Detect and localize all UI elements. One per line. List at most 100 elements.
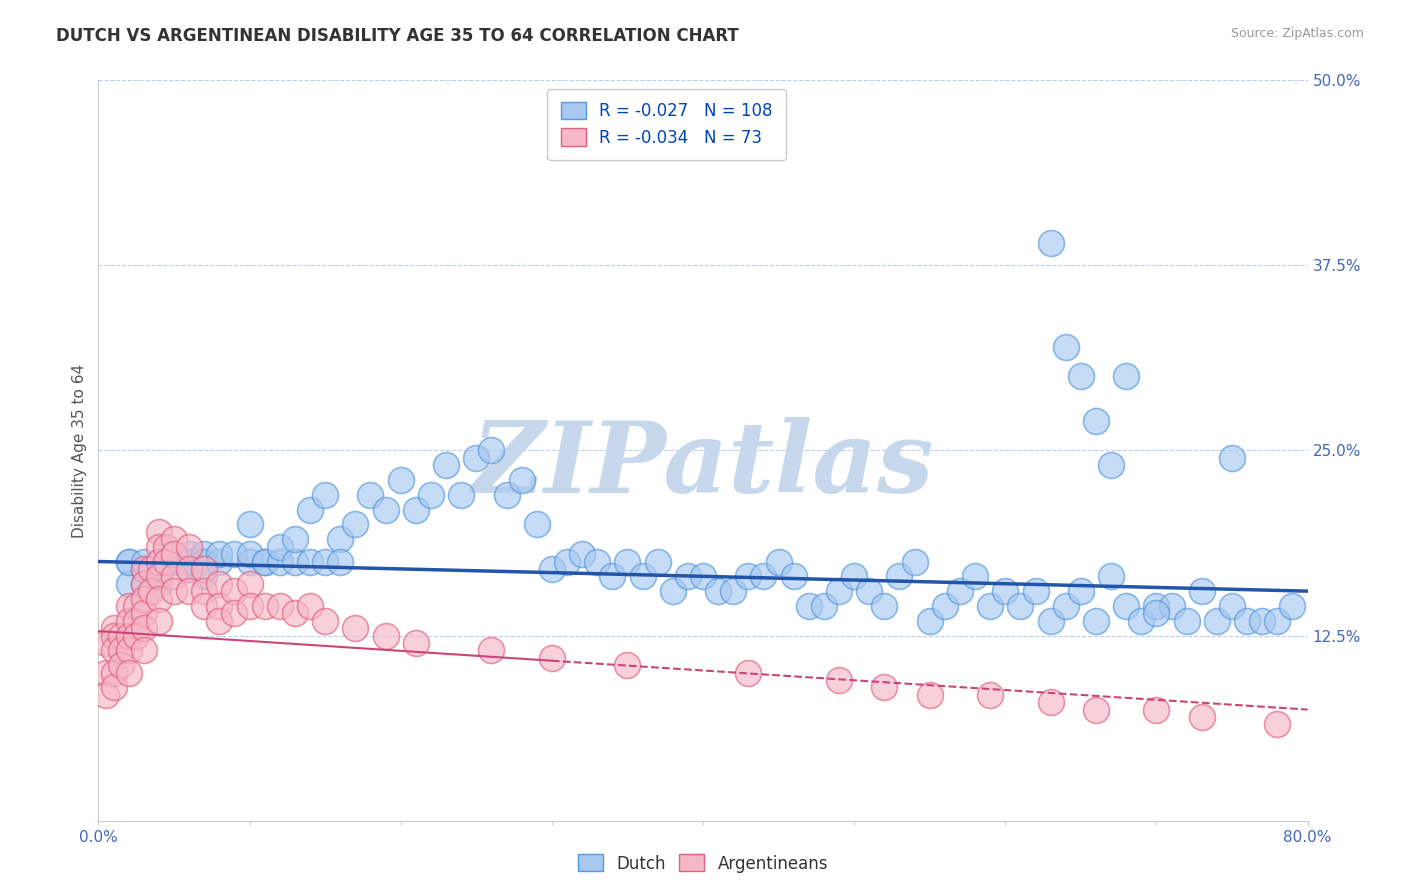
Point xyxy=(193,584,215,599)
Point xyxy=(737,665,759,680)
Point xyxy=(1206,614,1229,628)
Point xyxy=(1175,614,1198,628)
Point xyxy=(828,673,851,687)
Point xyxy=(858,584,880,599)
Text: Source: ZipAtlas.com: Source: ZipAtlas.com xyxy=(1230,27,1364,40)
Point xyxy=(148,555,170,569)
Point xyxy=(132,576,155,591)
Point xyxy=(1085,614,1108,628)
Point xyxy=(148,524,170,539)
Point xyxy=(110,628,132,642)
Point xyxy=(904,555,927,569)
Point xyxy=(110,658,132,673)
Point xyxy=(269,555,291,569)
Point xyxy=(163,547,186,561)
Point xyxy=(253,555,276,569)
Point xyxy=(118,555,141,569)
Point xyxy=(1267,717,1289,731)
Point xyxy=(1054,599,1077,613)
Point xyxy=(707,584,730,599)
Point xyxy=(540,562,562,576)
Point xyxy=(118,614,141,628)
Point xyxy=(873,599,896,613)
Point xyxy=(118,665,141,680)
Point xyxy=(314,488,336,502)
Point xyxy=(1070,584,1092,599)
Point xyxy=(155,540,177,554)
Point xyxy=(179,555,201,569)
Point xyxy=(179,562,201,576)
Point xyxy=(1039,236,1062,251)
Point xyxy=(344,517,367,532)
Point xyxy=(193,569,215,583)
Point xyxy=(284,607,307,621)
Point xyxy=(389,473,412,487)
Point xyxy=(1220,599,1243,613)
Point xyxy=(118,628,141,642)
Point xyxy=(374,628,396,642)
Point xyxy=(676,569,699,583)
Y-axis label: Disability Age 35 to 64: Disability Age 35 to 64 xyxy=(72,363,87,538)
Point xyxy=(193,599,215,613)
Point xyxy=(949,584,972,599)
Point xyxy=(360,488,382,502)
Point xyxy=(148,576,170,591)
Point xyxy=(1220,450,1243,465)
Point xyxy=(1144,599,1167,613)
Point xyxy=(148,562,170,576)
Point xyxy=(208,576,231,591)
Point xyxy=(481,443,503,458)
Point xyxy=(571,547,593,561)
Point xyxy=(1267,614,1289,628)
Point xyxy=(828,584,851,599)
Point xyxy=(1236,614,1258,628)
Point xyxy=(510,473,533,487)
Point xyxy=(269,540,291,554)
Point xyxy=(284,555,307,569)
Point xyxy=(1191,584,1213,599)
Legend: R = -0.027   N = 108, R = -0.034   N = 73: R = -0.027 N = 108, R = -0.034 N = 73 xyxy=(547,88,786,160)
Point xyxy=(1024,584,1046,599)
Point xyxy=(125,628,148,642)
Point xyxy=(94,665,117,680)
Point xyxy=(450,488,472,502)
Point xyxy=(571,118,593,132)
Point xyxy=(163,547,186,561)
Point xyxy=(253,555,276,569)
Point xyxy=(434,458,457,473)
Point xyxy=(239,547,262,561)
Point xyxy=(934,599,956,613)
Point xyxy=(208,547,231,561)
Point xyxy=(783,569,806,583)
Point xyxy=(1039,614,1062,628)
Point xyxy=(647,555,669,569)
Point xyxy=(344,621,367,635)
Point xyxy=(132,621,155,635)
Point xyxy=(586,555,609,569)
Point xyxy=(661,584,683,599)
Point xyxy=(737,569,759,583)
Point xyxy=(1251,614,1274,628)
Point xyxy=(768,555,790,569)
Point xyxy=(284,533,307,547)
Point xyxy=(979,599,1001,613)
Point xyxy=(224,547,246,561)
Point xyxy=(179,547,201,561)
Point xyxy=(299,502,322,516)
Point xyxy=(224,584,246,599)
Point xyxy=(208,555,231,569)
Point xyxy=(132,643,155,657)
Point xyxy=(1099,569,1122,583)
Point xyxy=(163,569,186,583)
Point xyxy=(141,584,163,599)
Point xyxy=(179,555,201,569)
Point xyxy=(1160,599,1182,613)
Point xyxy=(1039,695,1062,709)
Point xyxy=(965,569,987,583)
Point xyxy=(405,636,427,650)
Point xyxy=(103,681,125,695)
Point xyxy=(1281,599,1303,613)
Point xyxy=(163,555,186,569)
Point xyxy=(141,562,163,576)
Point xyxy=(602,569,624,583)
